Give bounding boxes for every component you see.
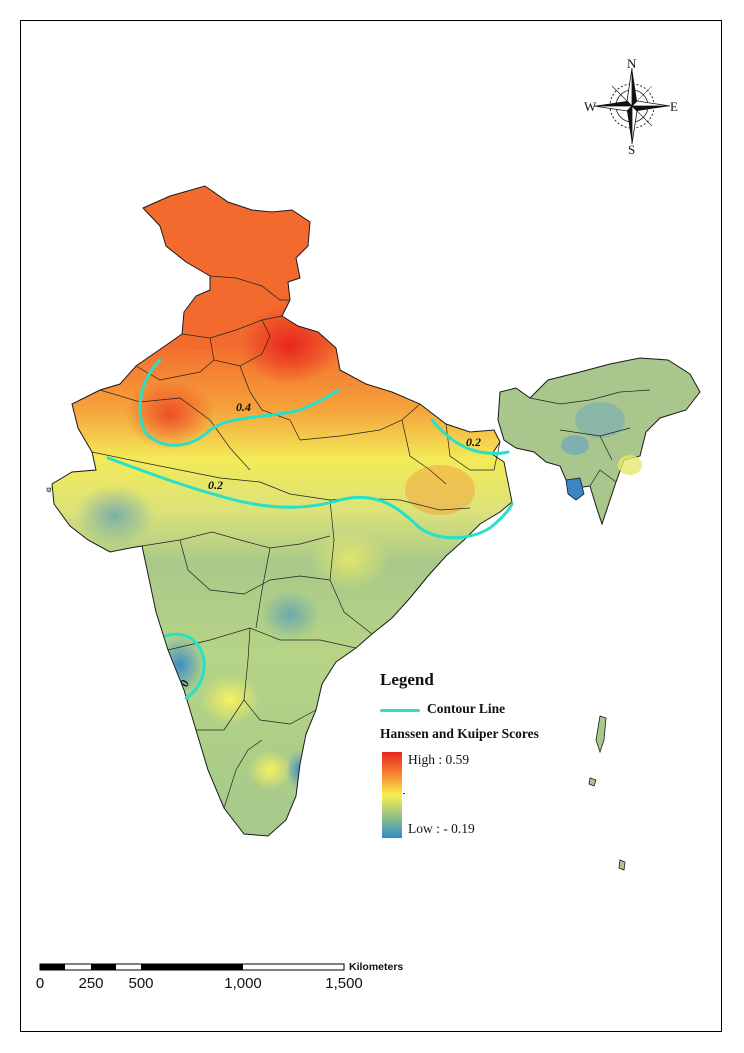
- contour-label-0.4: 0.4: [236, 400, 251, 414]
- legend-color-ramp: [382, 752, 402, 838]
- legend-title: Legend: [380, 670, 434, 689]
- compass-rose-icon: [593, 67, 671, 145]
- contour-0.4: [138, 358, 340, 447]
- compass-n-label: N: [627, 56, 637, 71]
- legend-high-label: High : 0.59: [408, 752, 470, 767]
- contour-0.2-main: [106, 456, 514, 540]
- contour-label-0.2-main: 0.2: [208, 478, 223, 492]
- legend-contour-swatch: [380, 709, 420, 712]
- compass-e-label: E: [670, 99, 678, 114]
- contour-lines: [106, 358, 514, 700]
- scale-tick-500: 500: [128, 975, 154, 992]
- scale-tick-1500: 1,500: [325, 975, 363, 992]
- contour-label-0.2-east: 0.2: [466, 435, 481, 449]
- legend-ramp-tick: [403, 793, 405, 794]
- contour-0: [164, 632, 206, 700]
- map-frame: [20, 20, 722, 1032]
- compass-s-label: S: [628, 142, 636, 157]
- legend-low-label: Low : - 0.19: [408, 821, 475, 836]
- legend-contour-label: Contour Line: [427, 701, 506, 716]
- legend-score-title: Hanssen and Kuiper Scores: [380, 726, 539, 741]
- compass-w-label: W: [584, 99, 597, 114]
- scale-tick-250: 250: [78, 975, 104, 992]
- northeast-region: [46, 357, 701, 871]
- scale-tick-1000: 1,000: [224, 975, 262, 992]
- scale-bar: [39, 963, 345, 971]
- contour-0.2-east: [430, 418, 510, 455]
- scale-unit-label: Kilometers: [349, 961, 404, 973]
- scale-tick-0: 0: [35, 975, 45, 992]
